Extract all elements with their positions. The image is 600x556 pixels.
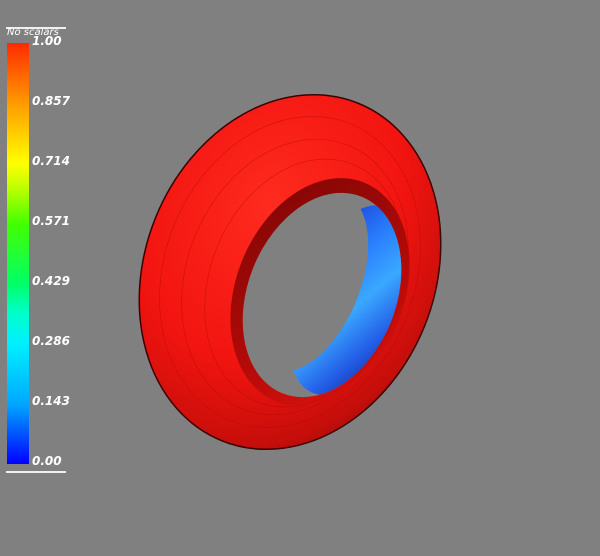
scalar-bar-tick-3: 0.714 xyxy=(32,154,70,168)
scalar-bar-bottom-rule xyxy=(6,471,66,473)
scalar-bar-tick-7: 0.143 xyxy=(32,394,70,408)
torus-facet-lines xyxy=(159,116,421,428)
scalar-bar-title: No scalars xyxy=(7,27,59,38)
scalar-bar-tick-1: 1.00 xyxy=(32,34,62,48)
scalar-bar-tick-6: 0.286 xyxy=(32,334,70,348)
scalar-bar-top-rule xyxy=(6,27,66,29)
scalar-bar-gradient xyxy=(7,43,29,464)
scalar-bar-tick-8: 0.00 xyxy=(32,454,62,468)
scalar-bar-tick-4: 0.571 xyxy=(32,214,70,228)
scalar-bar-tick-2: 0.857 xyxy=(32,94,70,108)
scalar-bar-tick-5: 0.429 xyxy=(32,274,70,288)
